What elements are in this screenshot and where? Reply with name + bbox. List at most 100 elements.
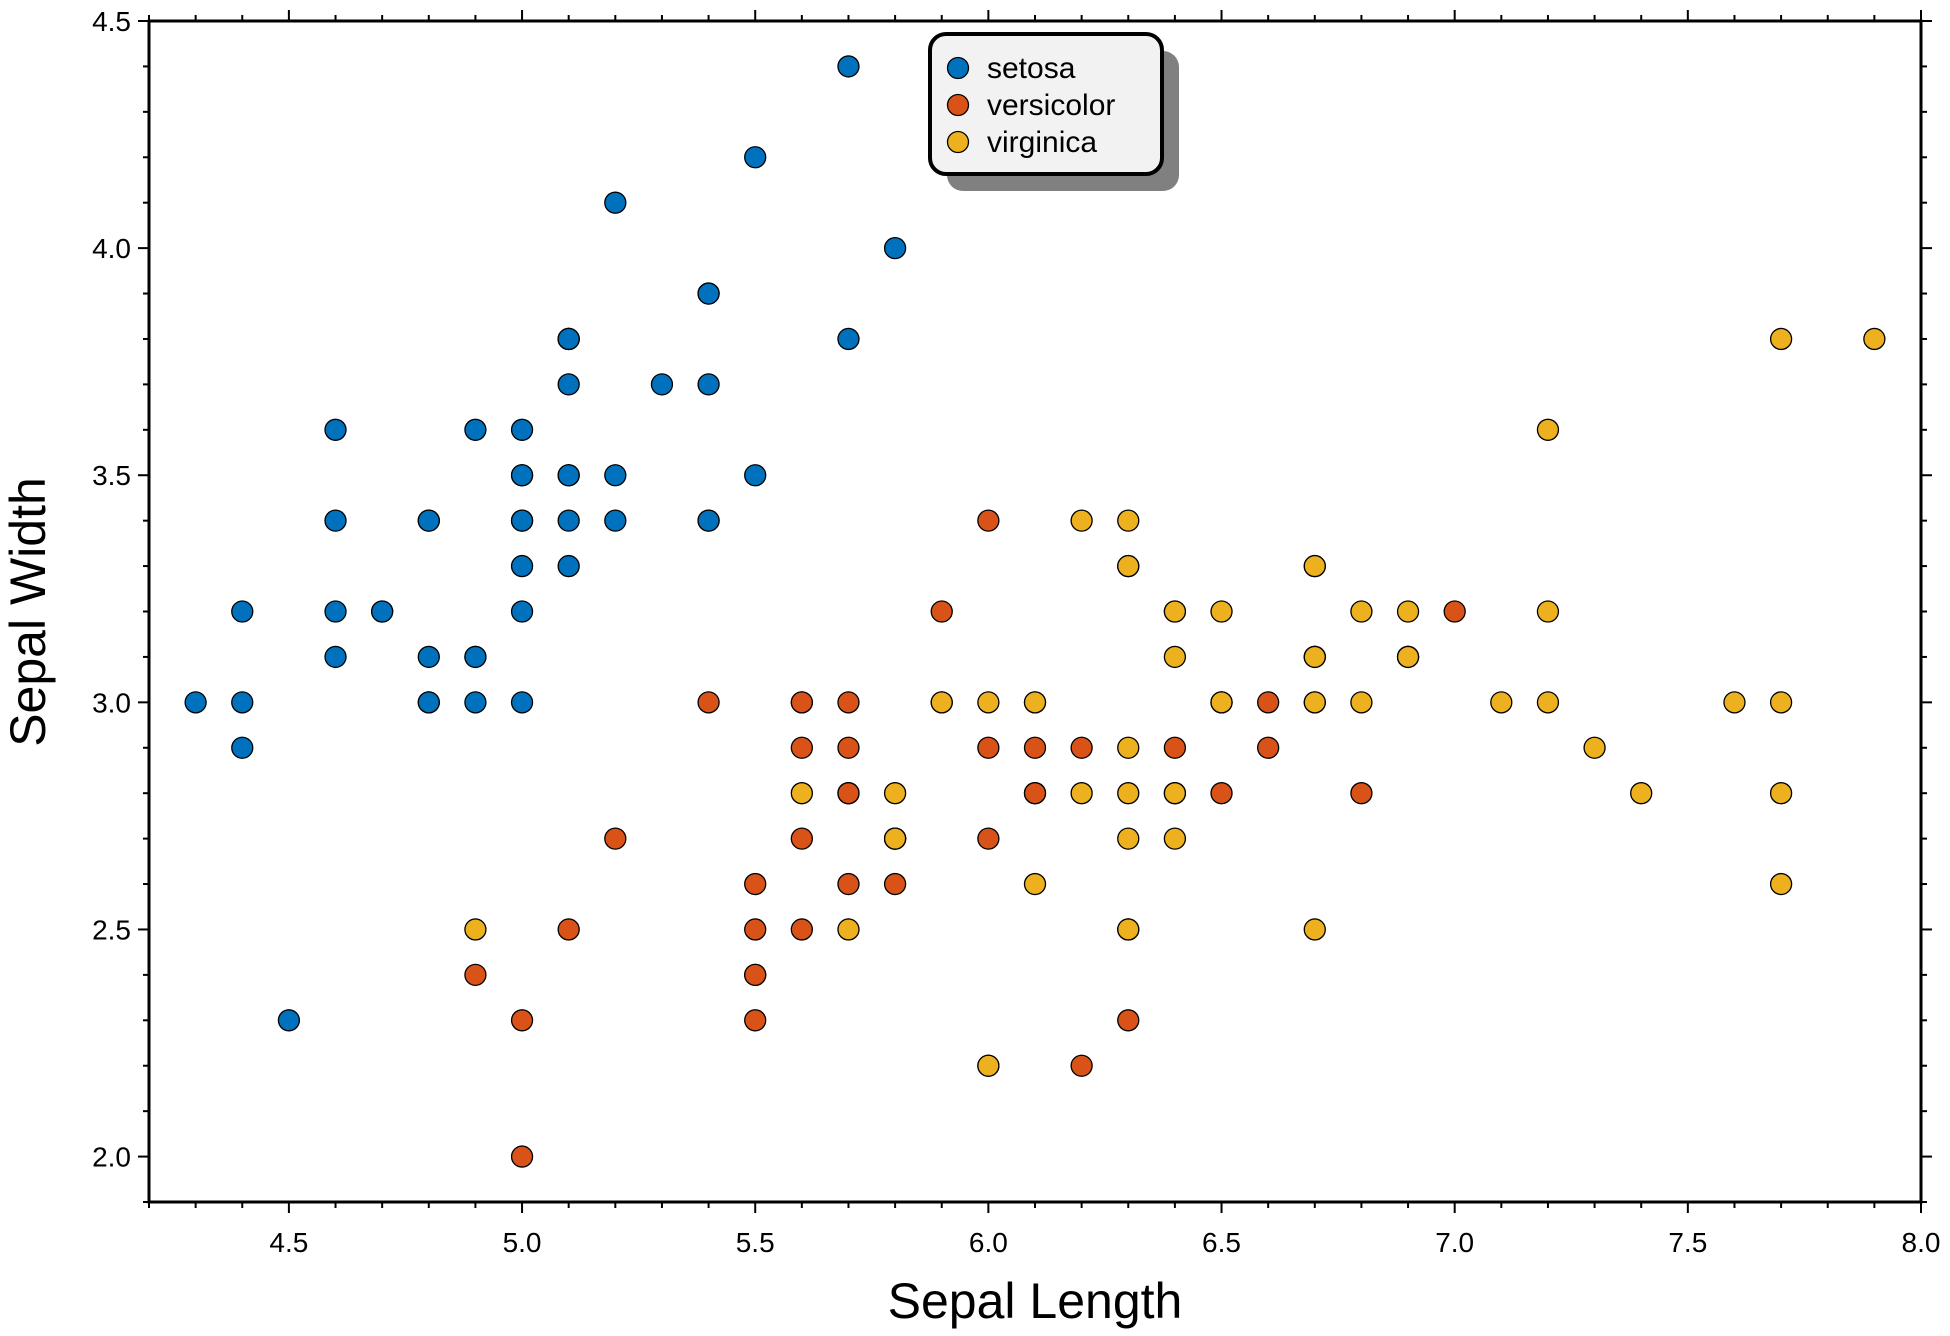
point-virginica [1117,554,1140,578]
legend: setosa versicolor virginica [928,32,1179,191]
point-virginica [1117,918,1140,941]
point-virginica [1023,872,1047,896]
point-setosa [510,554,534,578]
point-virginica [1863,327,1886,351]
point-versicolor [790,918,813,941]
point-setosa [464,418,487,441]
point-setosa [510,418,534,441]
point-virginica [1769,872,1793,896]
legend-box [928,32,1164,176]
point-setosa [417,509,440,532]
point-virginica [1070,509,1093,532]
y-tick-label: 2.0 [92,1142,131,1173]
point-setosa [277,1009,301,1032]
x-tick-label: 6.0 [969,1227,1008,1258]
point-virginica [1070,782,1093,805]
point-versicolor [1257,691,1280,714]
point-versicolor [744,1009,767,1032]
x-tick-label: 6.5 [1202,1227,1241,1258]
legend-label-virginica: virginica [987,126,1097,159]
point-setosa [697,373,720,396]
x-tick-label: 7.5 [1668,1227,1707,1258]
point-versicolor [837,736,860,759]
point-versicolor [1023,736,1047,759]
point-setosa [324,645,347,669]
point-setosa [650,373,674,396]
point-virginica [1536,691,1560,714]
series-setosa [184,55,907,1032]
point-versicolor [744,963,767,987]
point-setosa [231,600,254,623]
point-versicolor [790,691,813,714]
point-setosa [417,691,440,714]
point-versicolor [510,1009,534,1032]
point-setosa [417,645,440,669]
series-virginica [464,327,1886,1077]
point-virginica [1163,827,1187,850]
point-setosa [324,509,347,532]
x-tick-label: 8.0 [1902,1227,1941,1258]
point-versicolor [790,827,813,850]
point-virginica [1163,600,1187,623]
point-versicolor [977,509,1000,532]
series-versicolor [464,509,1466,1168]
point-setosa [510,691,534,714]
point-versicolor [1023,782,1047,805]
point-virginica [930,691,953,714]
x-tick-label: 4.5 [269,1227,308,1258]
point-setosa [837,55,860,78]
point-virginica [1303,554,1326,578]
legend-label-versicolor: versicolor [987,89,1115,122]
legend-marker-versicolor [946,93,970,117]
point-versicolor [1257,736,1280,759]
point-virginica [1769,782,1793,805]
point-versicolor [1210,782,1233,805]
point-setosa [231,736,254,759]
point-virginica [1723,691,1746,714]
point-virginica [1769,327,1793,351]
point-versicolor [977,827,1000,850]
x-tick-label: 7.0 [1435,1227,1474,1258]
point-virginica [1163,645,1187,669]
point-virginica [1490,691,1513,714]
point-setosa [744,146,767,169]
point-virginica [883,782,907,805]
plot-frame [147,19,1923,1204]
y-tick-label: 3.5 [92,460,131,491]
legend-label-setosa: setosa [987,52,1076,85]
point-setosa [604,191,627,214]
legend-marker-setosa [946,56,970,80]
point-setosa [510,509,534,532]
point-versicolor [1070,1054,1093,1077]
x-tick-label: 5.5 [736,1227,775,1258]
point-virginica [1210,691,1233,714]
point-versicolor [837,872,860,896]
point-versicolor [744,918,767,941]
point-setosa [557,373,580,396]
point-setosa [557,509,580,532]
point-setosa [371,600,394,623]
y-tick-label: 4.5 [92,6,131,37]
point-versicolor [1443,600,1466,623]
point-virginica [1536,600,1560,623]
point-versicolor [697,691,720,714]
point-versicolor [744,872,767,896]
point-versicolor [837,782,860,805]
point-virginica [1117,827,1140,850]
point-setosa [184,691,207,714]
point-setosa [510,464,534,487]
point-virginica [977,691,1000,714]
point-virginica [1396,600,1420,623]
point-virginica [1117,509,1140,532]
point-virginica [1303,918,1326,941]
y-tick-label: 3.0 [92,687,131,718]
legend-marker-virginica [946,130,970,154]
point-setosa [744,464,767,487]
point-setosa [231,691,254,714]
point-virginica [1350,600,1373,623]
point-setosa [604,509,627,532]
point-virginica [1303,645,1326,669]
point-virginica [1117,782,1140,805]
point-versicolor [977,736,1000,759]
point-virginica [464,918,487,941]
